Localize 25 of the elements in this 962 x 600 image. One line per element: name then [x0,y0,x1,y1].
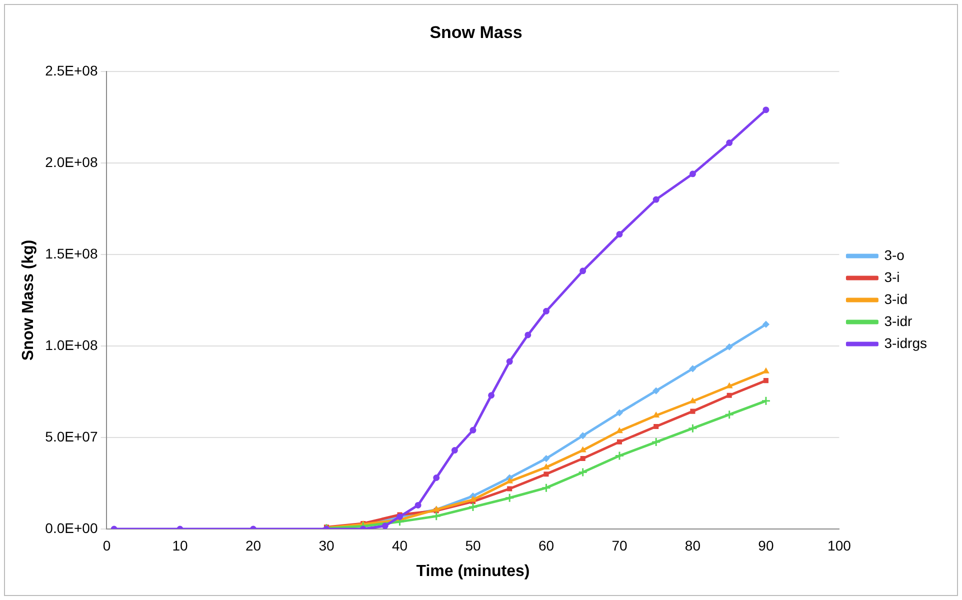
x-tick-label: 80 [684,537,701,554]
x-tick-label: 90 [758,537,774,554]
y-tick-label: 5.0E+07 [45,428,98,444]
x-tick-label: 50 [465,537,481,554]
y-tick-label: 0.0E+00 [45,520,98,536]
x-tick-label: 0 [102,537,111,554]
x-tick-label: 60 [538,537,554,554]
y-tick-label: 2.5E+08 [45,62,98,78]
x-tick-label: 10 [172,537,188,554]
y-axis-title: Snow Mass (kg) [20,240,38,361]
legend-label: 3-i [884,268,900,285]
x-tick-label: 100 [828,537,852,554]
x-tick-label: 40 [392,537,408,554]
chart-title: Snow Mass [430,22,522,42]
legend-label: 3-id [884,290,908,307]
legend-label: 3-idrgs [884,334,928,351]
x-tick-label: 20 [245,537,262,554]
legend-label: 3-o [884,246,905,263]
x-tick-label: 70 [612,537,628,554]
x-axis-title: Time (minutes) [416,562,530,580]
x-tick-label: 30 [318,537,334,554]
y-tick-label: 1.5E+08 [45,245,98,262]
y-tick-label: 1.0E+08 [45,336,98,353]
legend-label: 3-idr [884,312,913,329]
y-tick-label: 2.0E+08 [45,154,98,170]
